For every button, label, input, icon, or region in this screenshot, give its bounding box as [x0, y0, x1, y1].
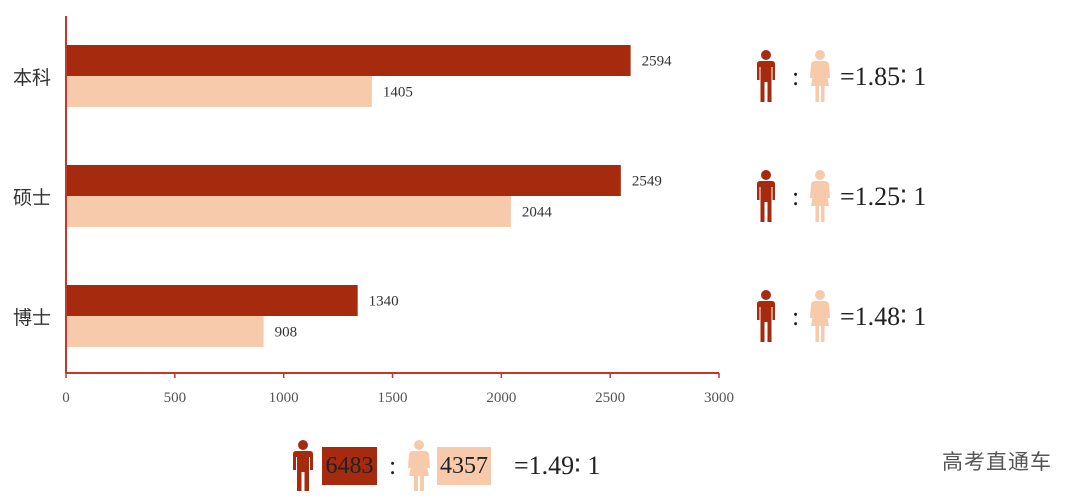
data-label: 2044	[522, 205, 553, 221]
male-person-icon	[757, 50, 775, 102]
x-tick-label: 3000	[704, 390, 734, 406]
ratio-separator: :	[792, 62, 799, 91]
x-tick-label: 2000	[486, 390, 516, 406]
ratio-separator: :	[792, 302, 799, 331]
data-label: 1405	[383, 85, 413, 101]
bar-male	[67, 45, 631, 76]
data-label: 1340	[369, 294, 399, 310]
total-female-value: 4357	[440, 453, 488, 479]
x-tick-label: 2500	[595, 390, 625, 406]
total-male-box: 6483	[322, 447, 377, 485]
ratio-text: =1.48∶ 1	[840, 302, 926, 331]
total-male-icon	[289, 440, 317, 497]
total-male-value: 6483	[325, 453, 374, 479]
category-label: 博士	[13, 307, 51, 329]
category-label: 硕士	[13, 187, 51, 209]
data-label: 2549	[632, 174, 662, 190]
ratio-text: =1.25∶ 1	[840, 182, 926, 211]
bar-female	[67, 196, 511, 227]
data-label: 908	[275, 325, 298, 341]
total-female-box: 4357	[437, 447, 491, 485]
bar-male	[67, 165, 621, 196]
bar-female	[67, 316, 264, 347]
ratio-text: =1.85∶ 1	[840, 62, 926, 91]
total-ratio: =1.49∶ 1	[514, 451, 601, 480]
total-separator: :	[389, 451, 397, 480]
total-female-icon	[405, 440, 433, 497]
x-tick-label: 500	[164, 390, 187, 406]
bar-female	[67, 76, 372, 107]
male-person-icon	[757, 290, 775, 342]
category-label: 本科	[13, 67, 51, 89]
bar-male	[67, 285, 358, 316]
data-label: 2594	[642, 54, 673, 70]
female-person-icon	[810, 290, 830, 342]
x-tick-label: 1000	[269, 390, 299, 406]
watermark: 高考直通车	[942, 450, 1052, 474]
female-person-icon	[810, 50, 830, 102]
x-tick-label: 1500	[378, 390, 408, 406]
x-tick-label: 0	[62, 390, 70, 406]
ratio-separator: :	[792, 182, 799, 211]
male-person-icon	[757, 170, 775, 222]
female-person-icon	[810, 170, 830, 222]
